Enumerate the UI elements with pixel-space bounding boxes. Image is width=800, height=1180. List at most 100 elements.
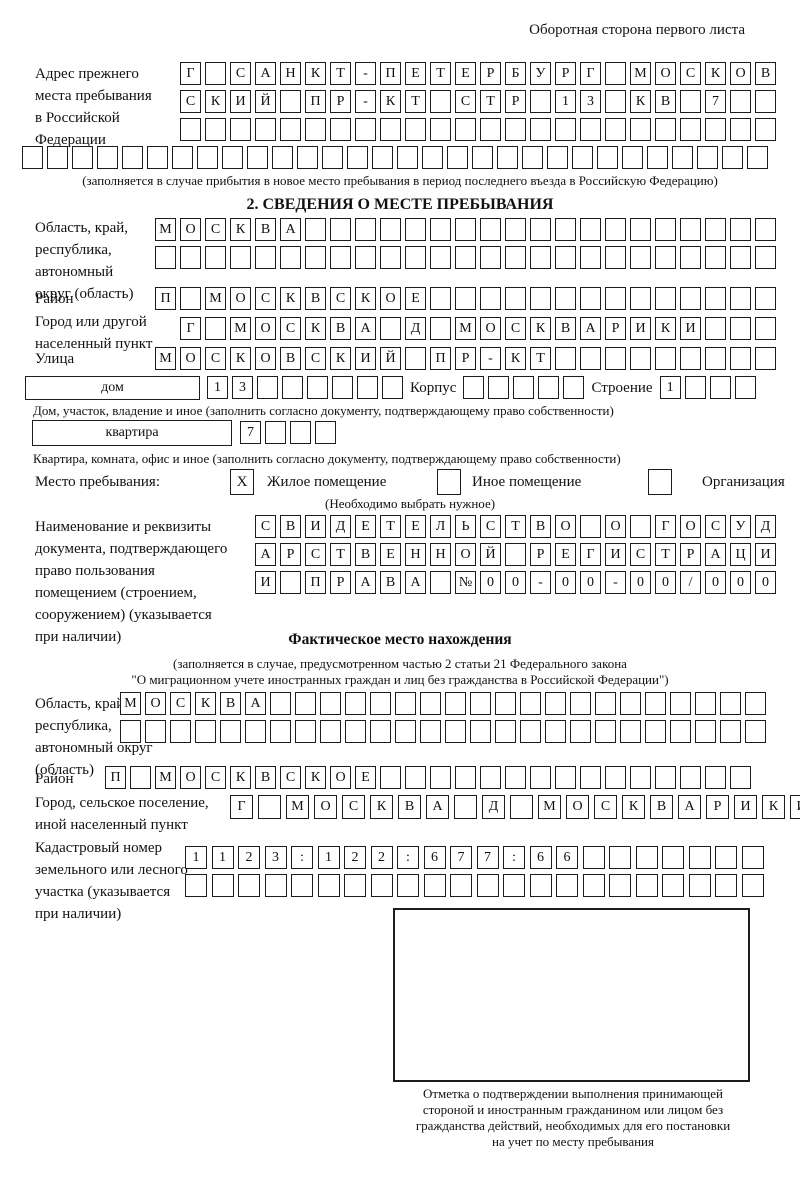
char-cell[interactable]: А xyxy=(355,317,376,340)
char-cell[interactable] xyxy=(205,62,226,85)
char-cell[interactable]: О xyxy=(145,692,166,715)
char-cell[interactable]: Г xyxy=(655,515,676,538)
char-cell[interactable] xyxy=(505,287,526,310)
char-cell[interactable]: О xyxy=(730,62,751,85)
char-cell[interactable]: И xyxy=(630,317,651,340)
char-cell[interactable]: - xyxy=(355,62,376,85)
char-cell[interactable]: 3 xyxy=(232,376,253,399)
char-cell[interactable] xyxy=(705,347,726,370)
char-cell[interactable] xyxy=(423,874,446,897)
char-cell[interactable] xyxy=(684,376,706,399)
prev-address-row-4[interactable] xyxy=(22,146,768,169)
char-cell[interactable]: И xyxy=(734,795,757,819)
char-cell[interactable]: Т xyxy=(330,62,351,85)
char-cell[interactable] xyxy=(730,118,751,141)
prev-address-row-3[interactable] xyxy=(180,118,776,141)
char-cell[interactable] xyxy=(580,287,601,310)
char-cell[interactable] xyxy=(605,766,626,789)
char-cell[interactable] xyxy=(720,692,741,715)
char-cell[interactable] xyxy=(680,766,701,789)
char-cell[interactable] xyxy=(305,246,326,269)
char-cell[interactable] xyxy=(595,720,616,743)
char-cell[interactable] xyxy=(620,720,641,743)
char-cell[interactable] xyxy=(290,421,311,444)
char-cell[interactable] xyxy=(630,766,651,789)
char-cell[interactable] xyxy=(709,376,731,399)
char-cell[interactable] xyxy=(705,218,726,241)
char-cell[interactable]: К xyxy=(305,62,326,85)
char-cell[interactable]: Й xyxy=(255,90,276,113)
char-cell[interactable]: Р xyxy=(505,90,526,113)
char-cell[interactable]: К xyxy=(195,692,216,715)
char-cell[interactable] xyxy=(722,146,743,169)
char-cell[interactable] xyxy=(580,218,601,241)
char-cell[interactable] xyxy=(630,515,651,538)
char-cell[interactable]: Т xyxy=(405,90,426,113)
char-cell[interactable] xyxy=(497,146,518,169)
char-cell[interactable]: С xyxy=(170,692,191,715)
char-cell[interactable]: Д xyxy=(755,515,776,538)
char-cell[interactable]: В xyxy=(398,795,421,819)
char-cell[interactable]: Р xyxy=(330,571,351,594)
char-cell[interactable] xyxy=(545,692,566,715)
char-cell[interactable]: Б xyxy=(505,62,526,85)
char-cell[interactable] xyxy=(330,118,351,141)
char-cell[interactable]: П xyxy=(305,571,326,594)
char-cell[interactable] xyxy=(395,720,416,743)
char-cell[interactable] xyxy=(370,874,393,897)
char-cell[interactable]: К xyxy=(205,90,226,113)
char-cell[interactable]: М xyxy=(155,347,176,370)
char-cell[interactable]: Р xyxy=(530,543,551,566)
char-cell[interactable] xyxy=(280,90,301,113)
char-cell[interactable] xyxy=(662,846,684,869)
char-cell[interactable] xyxy=(538,376,560,399)
char-cell[interactable] xyxy=(605,246,626,269)
char-cell[interactable]: 1 xyxy=(185,846,207,869)
char-cell[interactable]: С xyxy=(280,317,301,340)
char-cell[interactable]: К xyxy=(655,317,676,340)
char-cell[interactable] xyxy=(605,62,626,85)
char-cell[interactable]: Р xyxy=(555,62,576,85)
char-cell[interactable] xyxy=(72,146,93,169)
fact-oblast-row-2[interactable] xyxy=(120,720,766,743)
char-cell[interactable] xyxy=(655,287,676,310)
char-cell[interactable]: Е xyxy=(405,515,426,538)
char-cell[interactable]: С xyxy=(255,515,276,538)
char-cell[interactable]: Г xyxy=(180,317,201,340)
char-cell[interactable] xyxy=(405,246,426,269)
char-cell[interactable] xyxy=(280,571,301,594)
char-cell[interactable] xyxy=(705,118,726,141)
char-cell[interactable]: В xyxy=(655,90,676,113)
char-cell[interactable]: Н xyxy=(430,543,451,566)
char-cell[interactable] xyxy=(211,874,234,897)
char-cell[interactable] xyxy=(197,146,218,169)
char-cell[interactable] xyxy=(297,146,318,169)
char-cell[interactable] xyxy=(238,874,260,897)
char-cell[interactable]: О xyxy=(180,347,201,370)
char-cell[interactable] xyxy=(670,692,691,715)
char-cell[interactable] xyxy=(264,874,287,897)
char-cell[interactable] xyxy=(580,515,601,538)
char-cell[interactable] xyxy=(582,874,605,897)
char-cell[interactable] xyxy=(605,347,626,370)
char-cell[interactable] xyxy=(437,469,461,495)
char-cell[interactable] xyxy=(180,118,201,141)
char-cell[interactable]: И xyxy=(355,347,376,370)
char-cell[interactable]: И xyxy=(790,795,800,819)
char-cell[interactable] xyxy=(230,118,251,141)
char-cell[interactable] xyxy=(395,692,416,715)
char-cell[interactable]: П xyxy=(155,287,176,310)
char-cell[interactable] xyxy=(630,218,651,241)
char-cell[interactable] xyxy=(430,287,451,310)
char-cell[interactable] xyxy=(745,692,766,715)
char-cell[interactable]: А xyxy=(255,543,276,566)
char-cell[interactable] xyxy=(170,720,191,743)
char-cell[interactable]: Й xyxy=(480,543,501,566)
char-cell[interactable] xyxy=(582,846,605,869)
char-cell[interactable] xyxy=(530,218,551,241)
char-cell[interactable]: К xyxy=(355,287,376,310)
char-cell[interactable] xyxy=(555,766,576,789)
